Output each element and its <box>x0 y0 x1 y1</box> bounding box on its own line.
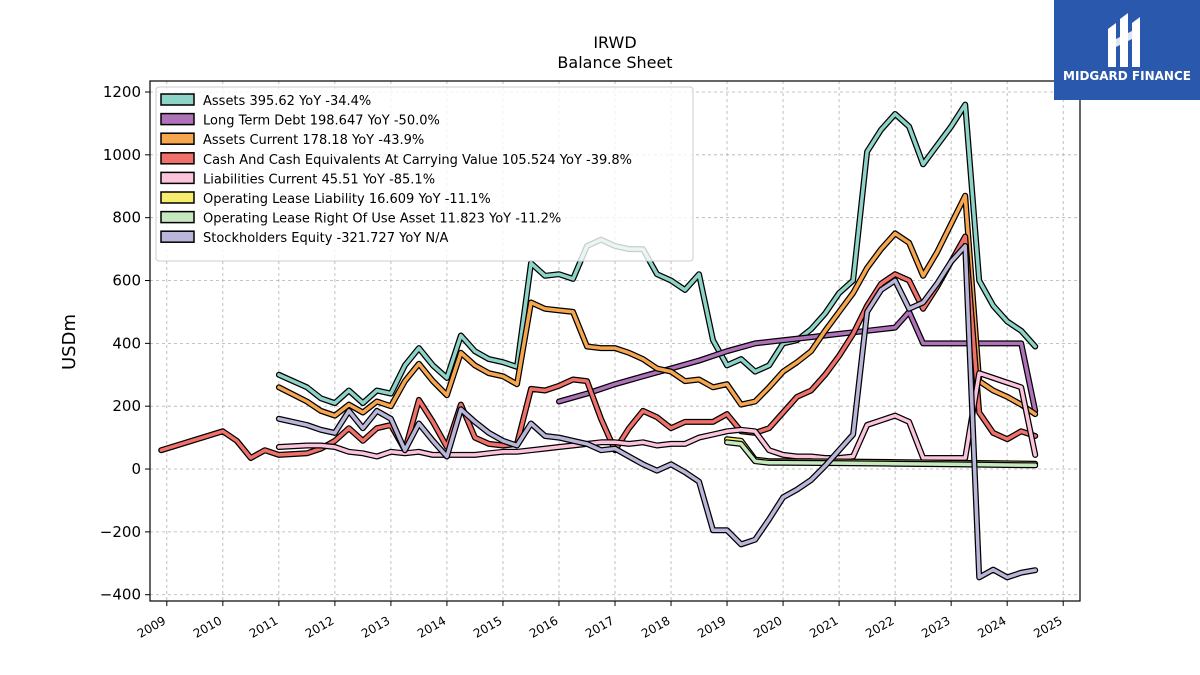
logo-text: MIDGARD FINANCE <box>1063 69 1191 83</box>
series-line <box>277 193 1037 418</box>
y-tick-label: 0 <box>131 460 141 478</box>
legend-item: Operating Lease Liability 16.609 YoY -11… <box>160 191 491 207</box>
x-tick-label: 2010 <box>191 613 224 640</box>
legend-item: Liabilities Current 45.51 YoY -85.1% <box>160 171 435 187</box>
x-tick-label: 2020 <box>751 613 784 640</box>
series-line <box>277 244 1037 580</box>
x-tick-label: 2024 <box>975 613 1008 640</box>
legend-label: Operating Lease Liability 16.609 YoY -11… <box>203 192 491 207</box>
x-tick-label: 2012 <box>303 613 336 640</box>
x-tick-label: 2013 <box>359 613 392 640</box>
series-lines <box>158 101 1039 581</box>
plot-frame <box>149 80 1081 602</box>
legend-item: Cash And Cash Equivalents At Carrying Va… <box>160 152 632 168</box>
y-tick-label: 1200 <box>103 83 141 101</box>
y-axis: −400 −200 0 200 400 600 800 1000 1200 <box>100 83 150 604</box>
x-tick-label: 2017 <box>583 613 616 640</box>
y-tick-label: −200 <box>100 523 141 541</box>
legend-label: Cash And Cash Equivalents At Carrying Va… <box>203 153 632 168</box>
series-line <box>725 440 1037 468</box>
legend-label: Assets Current 178.18 YoY -43.9% <box>203 133 424 148</box>
legend-swatch <box>160 171 195 185</box>
x-tick-label: 2018 <box>639 613 672 640</box>
x-tick-label: 2025 <box>1031 613 1064 640</box>
x-tick-label: 2019 <box>695 613 728 640</box>
x-tick-label: 2021 <box>807 613 840 640</box>
legend-swatch <box>160 210 195 224</box>
y-tick-label: 1000 <box>103 146 141 164</box>
series-liabilities-current <box>275 370 1039 461</box>
series-outline <box>275 243 1039 581</box>
y-tick-label: −400 <box>100 586 141 604</box>
series-assets <box>275 101 1039 407</box>
legend-item: Assets Current 178.18 YoY -43.9% <box>160 132 424 148</box>
y-axis-label: USDm <box>59 314 80 370</box>
legend-swatch <box>160 230 195 243</box>
y-tick-label: 200 <box>112 397 141 415</box>
legend-swatch <box>160 93 195 106</box>
legend-label: Long Term Debt 198.647 YoY -50.0% <box>203 114 440 129</box>
x-axis: 2009 2010 2011 2012 2013 2014 2015 2016 2017 2018… <box>135 601 1065 641</box>
legend-swatch <box>160 152 195 165</box>
legend-label: Stockholders Equity -321.727 YoY N/A <box>203 231 448 246</box>
series-line <box>277 102 1037 405</box>
legend-swatch <box>160 191 195 204</box>
x-tick-label: 2023 <box>919 613 952 640</box>
chart-subtitle: Balance Sheet <box>557 53 672 72</box>
x-tick-label: 2009 <box>135 613 168 640</box>
legend: Assets 395.62 YoY -34.4% Long Term Debt 1… <box>155 86 694 262</box>
y-tick-label: 400 <box>112 334 141 352</box>
legend-label: Liabilities Current 45.51 YoY -85.1% <box>203 172 435 187</box>
midgard-finance-logo: MIDGARD FINANCE <box>1054 0 1200 100</box>
y-tick-label: 800 <box>112 209 141 227</box>
legend-label: Assets 395.62 YoY -34.4% <box>203 94 371 109</box>
legend-item: Operating Lease Right Of Use Asset 11.82… <box>160 210 561 227</box>
legend-label: Operating Lease Right Of Use Asset 11.82… <box>203 212 561 227</box>
series-line <box>159 234 1037 460</box>
y-tick-label: 600 <box>112 272 141 290</box>
series-stockholders-equity <box>275 243 1039 581</box>
x-tick-label: 2014 <box>415 613 448 640</box>
legend-box <box>155 86 694 262</box>
series-cash-and-cash-equivalents-at-carrying-value <box>158 233 1039 461</box>
x-tick-label: 2022 <box>863 613 896 640</box>
series-assets-current <box>275 192 1039 419</box>
legend-item: Assets 395.62 YoY -34.4% <box>160 93 371 109</box>
chart-title: IRWD <box>593 33 636 52</box>
legend-item: Long Term Debt 198.647 YoY -50.0% <box>160 112 440 129</box>
legend-swatch <box>160 132 195 145</box>
series-line <box>277 371 1037 460</box>
legend-swatch <box>160 112 195 126</box>
series-operating-lease-right-of-use-asset <box>724 439 1039 469</box>
x-tick-label: 2015 <box>471 613 504 640</box>
legend-item: Stockholders Equity -321.727 YoY N/A <box>160 230 448 246</box>
x-tick-label: 2011 <box>247 613 280 640</box>
midgard-logo-icon <box>1108 13 1140 67</box>
x-tick-label: 2016 <box>527 613 560 640</box>
